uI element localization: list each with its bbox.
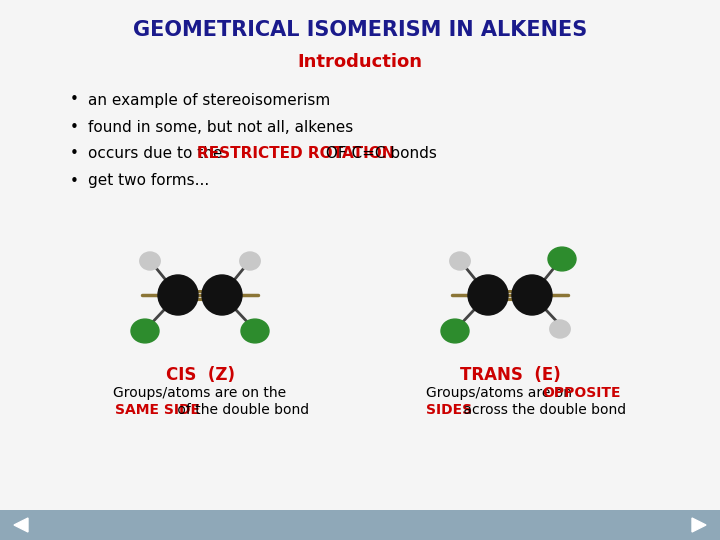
Text: occurs due to the: occurs due to the bbox=[88, 146, 228, 161]
Text: get two forms...: get two forms... bbox=[88, 173, 210, 188]
Text: an example of stereoisomerism: an example of stereoisomerism bbox=[88, 92, 330, 107]
Ellipse shape bbox=[140, 252, 160, 270]
Text: Groups/atoms are on the: Groups/atoms are on the bbox=[114, 386, 287, 400]
Text: OF C=C bonds: OF C=C bonds bbox=[321, 146, 437, 161]
Text: •: • bbox=[70, 173, 78, 188]
Text: Introduction: Introduction bbox=[297, 53, 423, 71]
Text: across the double bond: across the double bond bbox=[459, 403, 626, 417]
Ellipse shape bbox=[131, 319, 159, 343]
Ellipse shape bbox=[548, 247, 576, 271]
Bar bbox=[0, 510, 720, 540]
Text: RESTRICTED ROTATION: RESTRICTED ROTATION bbox=[197, 146, 395, 161]
Text: SIDES: SIDES bbox=[426, 403, 472, 417]
Text: SAME SIDE: SAME SIDE bbox=[114, 403, 199, 417]
Text: •: • bbox=[70, 119, 78, 134]
Text: CIS  (Z): CIS (Z) bbox=[166, 366, 235, 384]
Text: •: • bbox=[70, 92, 78, 107]
Polygon shape bbox=[14, 518, 28, 532]
Text: •: • bbox=[70, 146, 78, 161]
Ellipse shape bbox=[450, 252, 470, 270]
Text: TRANS  (E): TRANS (E) bbox=[459, 366, 560, 384]
Ellipse shape bbox=[441, 319, 469, 343]
Text: OPPOSITE: OPPOSITE bbox=[542, 386, 621, 400]
Ellipse shape bbox=[241, 319, 269, 343]
Text: Groups/atoms are on: Groups/atoms are on bbox=[426, 386, 576, 400]
Text: found in some, but not all, alkenes: found in some, but not all, alkenes bbox=[88, 119, 354, 134]
Ellipse shape bbox=[240, 252, 260, 270]
Circle shape bbox=[202, 275, 242, 315]
Text: GEOMETRICAL ISOMERISM IN ALKENES: GEOMETRICAL ISOMERISM IN ALKENES bbox=[133, 20, 587, 40]
Circle shape bbox=[512, 275, 552, 315]
Polygon shape bbox=[692, 518, 706, 532]
Text: of the double bond: of the double bond bbox=[174, 403, 310, 417]
Ellipse shape bbox=[550, 320, 570, 338]
Circle shape bbox=[468, 275, 508, 315]
Circle shape bbox=[158, 275, 198, 315]
